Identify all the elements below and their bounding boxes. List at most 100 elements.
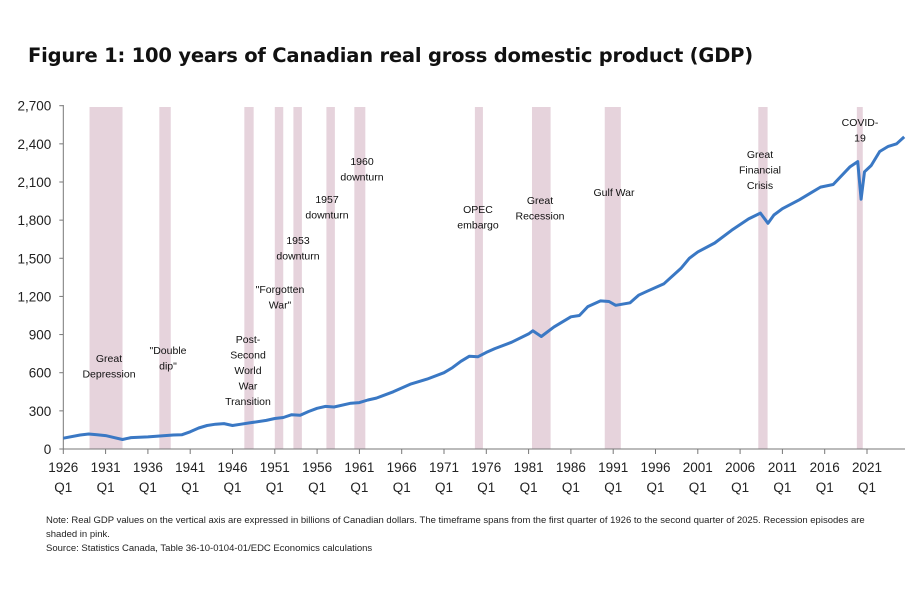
x-tick-quarter: Q1 — [731, 480, 749, 495]
y-tick-label: 2,400 — [18, 137, 52, 152]
annotation-line: War — [239, 381, 258, 393]
annotation-line: "Forgotten — [256, 284, 305, 296]
recession-band — [604, 107, 621, 449]
x-tick-label: 1986 — [556, 460, 586, 475]
recession-annotation: Post- Second World War Transition — [225, 334, 271, 408]
annotation-line: Crisis — [747, 180, 773, 192]
annotation-line: Depression — [82, 369, 135, 381]
x-tick-quarter: Q1 — [54, 480, 72, 495]
annotation-line: Transition — [225, 396, 271, 408]
x-tick-label: 1961 — [344, 460, 374, 475]
annotation-line: Great — [747, 149, 773, 161]
annotation-line: Great — [527, 195, 553, 207]
x-tick-quarter: Q1 — [477, 480, 495, 495]
x-tick-label: 1966 — [387, 460, 417, 475]
recession-band — [474, 107, 483, 449]
recession-annotation: Great Financial Crisis — [739, 149, 781, 192]
recession-annotation: 1960 downturn — [340, 156, 383, 184]
annotation-line: 1953 — [286, 235, 310, 247]
x-tick-label: 2011 — [768, 460, 797, 475]
annotation-line: OPEC — [463, 204, 493, 216]
annotation-line: 1960 — [350, 156, 374, 168]
x-tick-label: 1956 — [302, 460, 332, 475]
y-tick-label: 600 — [29, 366, 52, 381]
x-tick-label: 2016 — [810, 460, 840, 475]
gdp-series-line — [63, 135, 906, 441]
x-tick-quarter: Q1 — [308, 480, 326, 495]
recession-annotation: OPEC embargo — [457, 204, 499, 232]
annotation-line: Post- — [236, 334, 261, 346]
annotation-line: Great — [96, 353, 122, 365]
x-tick-label: 1951 — [260, 460, 290, 475]
y-tick-label: 1,200 — [18, 289, 52, 304]
recession-band — [531, 107, 551, 449]
x-tick-quarter: Q1 — [181, 480, 199, 495]
recession-band — [326, 107, 335, 449]
recession-annotation: Great Depression — [82, 353, 135, 381]
x-tick-quarter: Q1 — [97, 480, 115, 495]
annotation-line: Gulf War — [593, 187, 635, 199]
annotation-line: "Double — [149, 345, 186, 357]
recession-annotation: "Double dip" — [149, 345, 186, 373]
annotation-line: embargo — [457, 220, 499, 232]
y-tick-label: 0 — [44, 442, 52, 457]
annotation-line: Financial — [739, 165, 781, 177]
x-tick-label: 1936 — [133, 460, 163, 475]
x-tick-label: 1976 — [471, 460, 501, 475]
annotation-line: War" — [269, 300, 292, 312]
y-tick-label: 2,100 — [18, 175, 52, 190]
y-tick-label: 1,500 — [18, 251, 52, 266]
y-tick-label: 2,700 — [18, 99, 52, 114]
annotation-line: Recession — [515, 211, 564, 223]
y-tick-label: 900 — [29, 328, 52, 343]
annotation-line: downturn — [305, 210, 348, 222]
x-tick-label: 2006 — [725, 460, 755, 475]
annotation-line: 19 — [854, 133, 866, 145]
annotation-line: World — [234, 365, 261, 377]
recession-annotation: Great Recession — [515, 195, 564, 223]
recession-band — [856, 107, 863, 449]
chart-title: Figure 1: 100 years of Canadian real gro… — [28, 44, 753, 67]
x-tick-label: 1991 — [598, 460, 628, 475]
recession-band — [274, 107, 284, 449]
x-tick-quarter: Q1 — [435, 480, 453, 495]
recession-annotation: "Forgotten War" — [256, 284, 305, 312]
x-tick-label: 1941 — [175, 460, 205, 475]
recession-band — [159, 107, 171, 449]
annotation-line: downturn — [276, 251, 319, 263]
x-tick-label: 1946 — [217, 460, 247, 475]
x-tick-quarter: Q1 — [266, 480, 284, 495]
annotation-line: dip" — [159, 361, 177, 373]
y-tick-label: 300 — [29, 404, 52, 419]
annotation-line: downturn — [340, 172, 383, 184]
recession-band — [354, 107, 366, 449]
recession-band — [293, 107, 302, 449]
recession-annotation: 1953 downturn — [276, 235, 319, 263]
x-tick-quarter: Q1 — [689, 480, 707, 495]
x-tick-label: 1996 — [640, 460, 670, 475]
annotation-line: COVID- — [842, 117, 879, 129]
x-tick-quarter: Q1 — [816, 480, 834, 495]
recession-band — [244, 107, 254, 449]
x-tick-quarter: Q1 — [520, 480, 538, 495]
recession-annotation: 1957 downturn — [305, 194, 348, 222]
recession-band — [89, 107, 123, 449]
x-tick-label: 1931 — [91, 460, 121, 475]
x-tick-quarter: Q1 — [350, 480, 368, 495]
recession-band — [758, 107, 768, 449]
x-tick-label: 1971 — [429, 460, 459, 475]
x-tick-quarter: Q1 — [773, 480, 791, 495]
x-tick-quarter: Q1 — [562, 480, 580, 495]
x-tick-quarter: Q1 — [223, 480, 241, 495]
x-tick-quarter: Q1 — [139, 480, 157, 495]
x-tick-label: 1981 — [514, 460, 544, 475]
y-tick-label: 1,800 — [18, 213, 52, 228]
x-tick-quarter: Q1 — [858, 480, 876, 495]
x-tick-quarter: Q1 — [393, 480, 411, 495]
x-tick-quarter: Q1 — [646, 480, 664, 495]
recession-annotation: Gulf War — [593, 187, 635, 199]
x-tick-label: 2001 — [683, 460, 713, 475]
chart-notes: Note: Real GDP values on the vertical ax… — [46, 514, 886, 556]
annotation-line: 1957 — [315, 194, 339, 206]
